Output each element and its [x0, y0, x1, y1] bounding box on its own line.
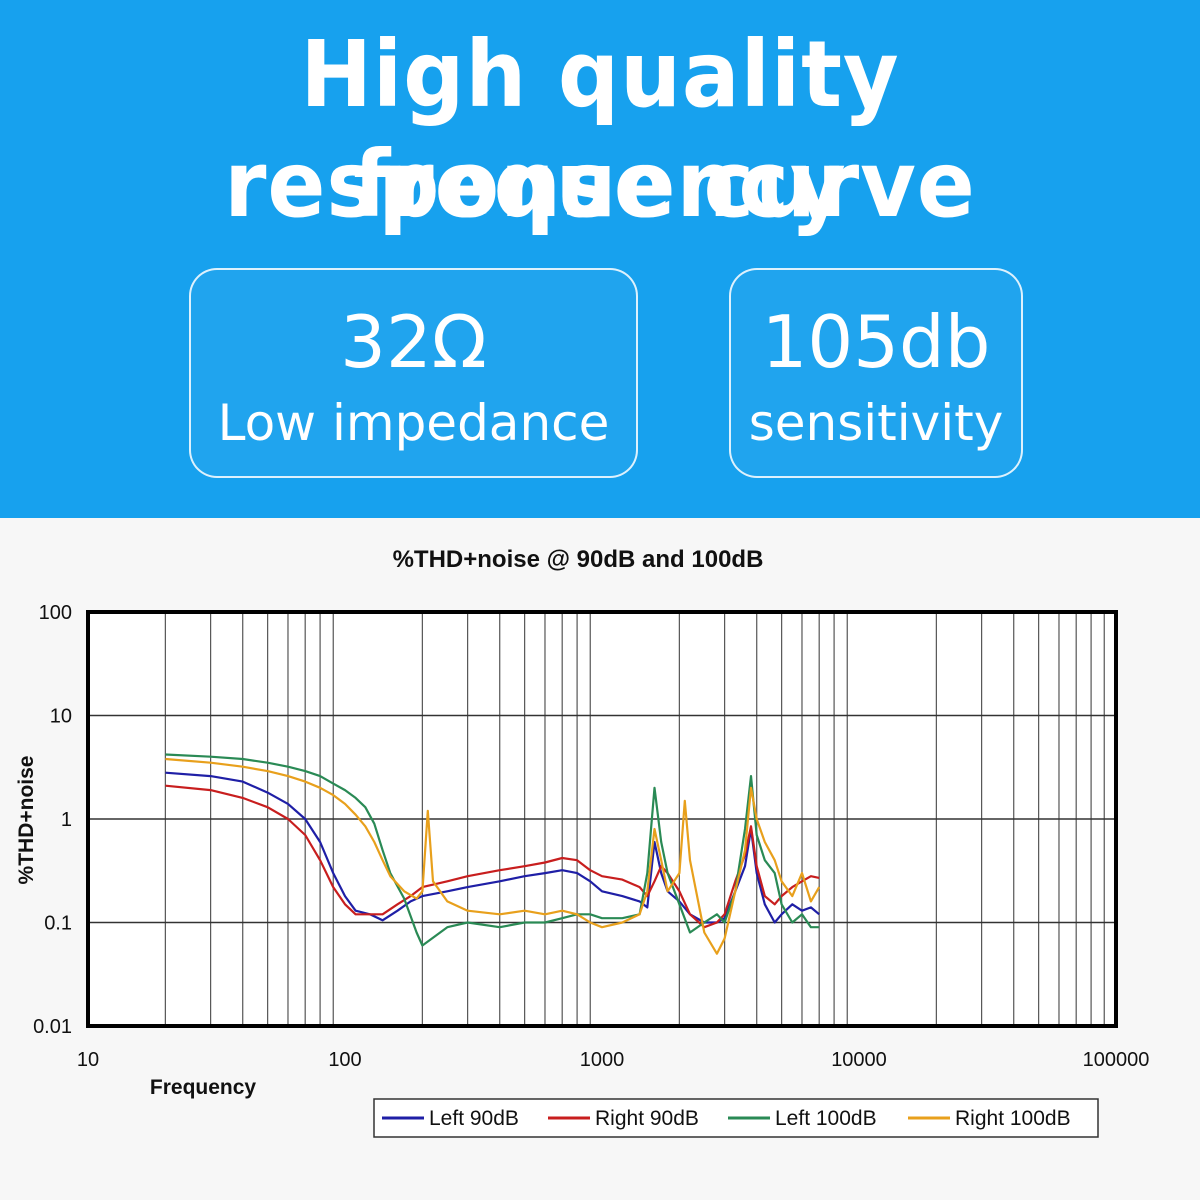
- x-tick-label: 100: [328, 1049, 361, 1071]
- x-tick-label: 100000: [1083, 1049, 1150, 1071]
- series-line-1: [165, 784, 820, 929]
- sensitivity-label: sensitivity: [748, 394, 1004, 452]
- chart-title: %THD+noise @ 90dB and 100dB: [393, 546, 764, 573]
- headline-line-2: response curve: [224, 131, 976, 238]
- y-tick-label: 0.1: [44, 913, 72, 935]
- y-axis-label: %THD+noise: [15, 756, 38, 885]
- x-tick-label: 10000: [831, 1049, 887, 1071]
- series-line-3: [165, 757, 821, 955]
- plot-frame: [86, 610, 1118, 1028]
- y-tick-label: 0.01: [33, 1016, 72, 1038]
- impedance-spec-box: 32Ω Low impedance: [189, 268, 638, 478]
- x-tick-label: 1000: [580, 1049, 625, 1071]
- tick-layer: 10 100 1000 10000 100000 0.01 0.1 1 10 100: [33, 602, 1149, 1071]
- legend-label: Right 100dB: [955, 1107, 1071, 1130]
- y-tick-label: 10: [50, 706, 72, 728]
- sensitivity-spec-box: 105db sensitivity: [729, 268, 1023, 478]
- sensitivity-value: 105db: [761, 300, 991, 384]
- series-layer: [165, 753, 821, 955]
- impedance-label: Low impedance: [217, 394, 610, 452]
- headline-line-1: High quality frequency: [300, 21, 900, 238]
- y-tick-label: 100: [39, 602, 72, 624]
- grid-layer: [88, 611, 1116, 1027]
- chart-legend: Left 90dB Right 90dB Left 100dB Right 100dB: [373, 1098, 1099, 1138]
- legend-label: Right 90dB: [595, 1107, 699, 1130]
- banner: High quality frequency response curve 32…: [0, 0, 1200, 518]
- legend-label: Left 100dB: [775, 1107, 877, 1130]
- x-axis-label: Frequency: [150, 1076, 257, 1099]
- y-tick-label: 1: [61, 809, 72, 831]
- x-tick-label: 10: [77, 1049, 99, 1071]
- series-line-2: [165, 753, 820, 947]
- impedance-value: 32Ω: [340, 300, 487, 384]
- legend-label: Left 90dB: [429, 1107, 519, 1130]
